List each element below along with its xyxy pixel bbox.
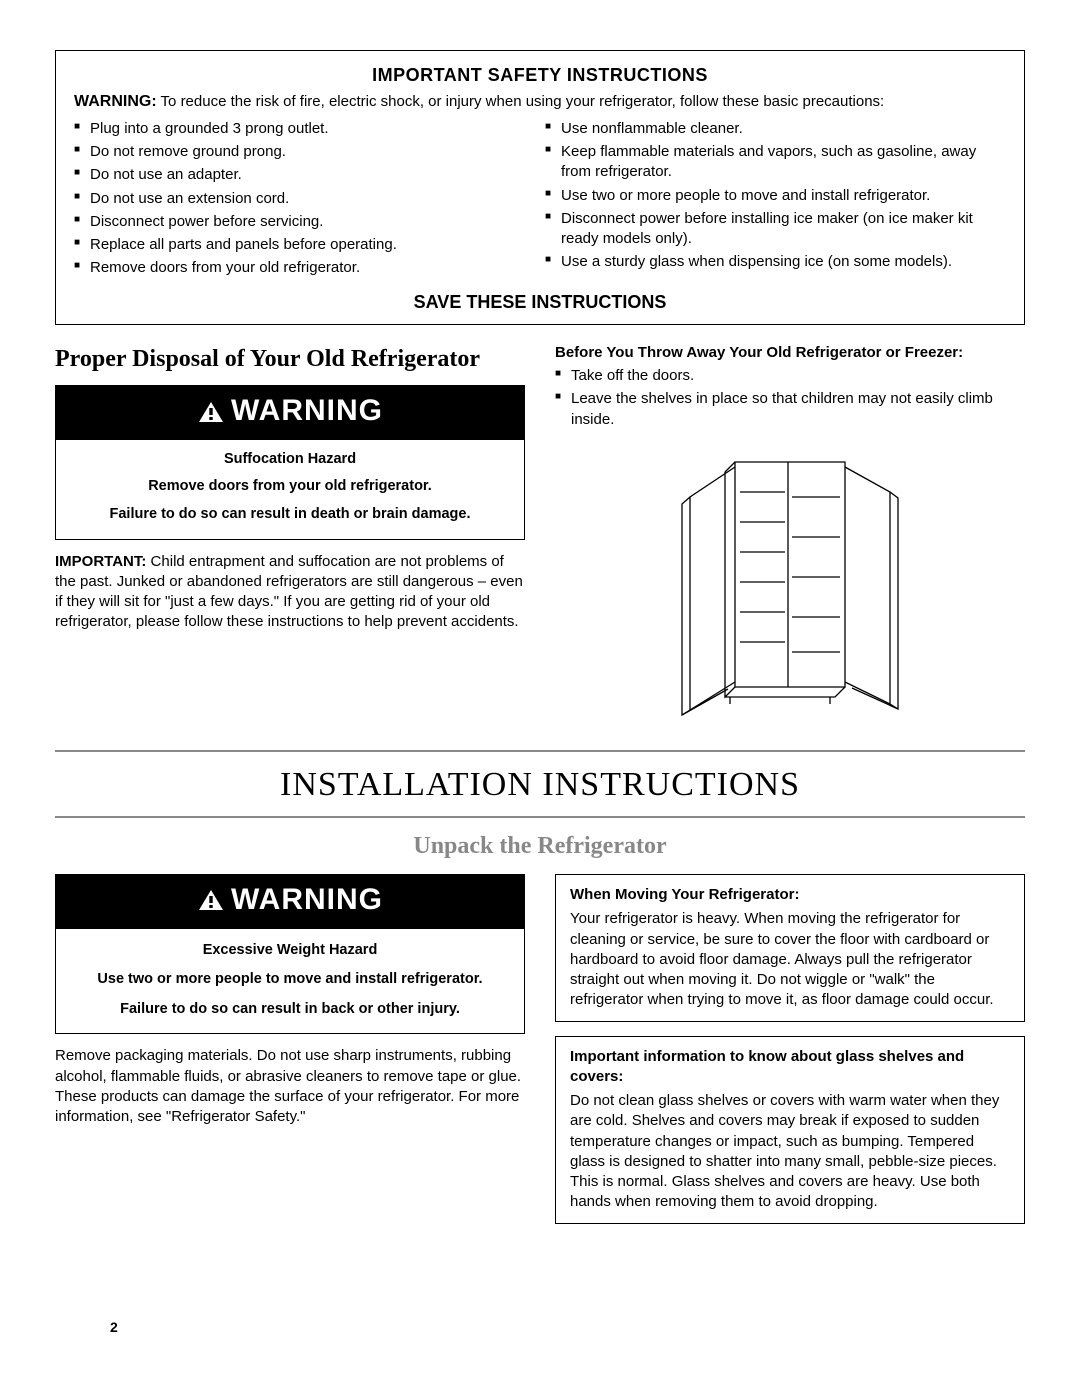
safety-lead: WARNING: To reduce the risk of fire, ele… (74, 91, 1006, 113)
unpack-section: WARNING Excessive Weight Hazard Use two … (55, 874, 1025, 1238)
list-item: Take off the doors. (555, 366, 1025, 386)
installation-title: INSTALLATION INSTRUCTIONS (55, 762, 1025, 808)
glass-heading: Important information to know about glas… (570, 1047, 1010, 1088)
list-item: Do not use an extension cord. (74, 189, 535, 209)
warning-banner-text: WARNING (231, 880, 383, 921)
safety-title: IMPORTANT SAFETY INSTRUCTIONS (74, 63, 1006, 87)
warning-lead-bold: WARNING: (74, 93, 157, 110)
excessive-title: Excessive Weight Hazard (70, 941, 510, 961)
save-instructions: SAVE THESE INSTRUCTIONS (74, 290, 1006, 314)
hazard-line1: Remove doors from your old refrigerator. (70, 477, 510, 497)
rule-top (55, 750, 1025, 752)
disposal-heading: Proper Disposal of Your Old Refrigerator (55, 343, 525, 375)
before-throw-away-heading: Before You Throw Away Your Old Refrigera… (555, 343, 1025, 363)
list-item: Keep flammable materials and vapors, suc… (545, 142, 1006, 183)
warning-banner-suffocation: WARNING (55, 385, 525, 440)
safety-list-right: Use nonflammable cleaner. Keep flammable … (545, 119, 1006, 273)
important-paragraph: IMPORTANT: Child entrapment and suffocat… (55, 552, 525, 633)
rule-bottom (55, 816, 1025, 818)
list-item: Disconnect power before installing ice m… (545, 209, 1006, 250)
warning-lead-text: To reduce the risk of fire, electric sho… (157, 93, 885, 110)
hazard-line2: Failure to do so can result in death or … (70, 505, 510, 525)
list-item: Disconnect power before servicing. (74, 212, 535, 232)
list-item: Replace all parts and panels before oper… (74, 235, 535, 255)
excessive-weight-box: Excessive Weight Hazard Use two or more … (55, 929, 525, 1035)
refrigerator-illustration (660, 442, 920, 722)
list-item: Do not use an adapter. (74, 165, 535, 185)
moving-refrigerator-box: When Moving Your Refrigerator: Your refr… (555, 874, 1025, 1022)
remove-packaging-text: Remove packaging materials. Do not use s… (55, 1046, 525, 1127)
page-number: 2 (110, 1318, 118, 1337)
list-item: Use a sturdy glass when dispensing ice (… (545, 252, 1006, 272)
warning-triangle-icon (197, 888, 225, 912)
excessive-line1: Use two or more people to move and insta… (70, 970, 510, 990)
before-list: Take off the doors. Leave the shelves in … (555, 366, 1025, 430)
safety-instructions-box: IMPORTANT SAFETY INSTRUCTIONS WARNING: T… (55, 50, 1025, 325)
glass-shelves-box: Important information to know about glas… (555, 1036, 1025, 1224)
moving-heading: When Moving Your Refrigerator: (570, 885, 1010, 905)
warning-banner-weight: WARNING (55, 874, 525, 929)
important-bold: IMPORTANT: (55, 553, 146, 570)
disposal-section: Proper Disposal of Your Old Refrigerator… (55, 343, 1025, 722)
list-item: Do not remove ground prong. (74, 142, 535, 162)
list-item: Use two or more people to move and insta… (545, 186, 1006, 206)
glass-body: Do not clean glass shelves or covers wit… (570, 1091, 1010, 1213)
suffocation-hazard-box: Suffocation Hazard Remove doors from you… (55, 440, 525, 540)
hazard-title: Suffocation Hazard (70, 450, 510, 470)
list-item: Plug into a grounded 3 prong outlet. (74, 119, 535, 139)
excessive-line2: Failure to do so can result in back or o… (70, 1000, 510, 1020)
list-item: Use nonflammable cleaner. (545, 119, 1006, 139)
safety-list-left: Plug into a grounded 3 prong outlet. Do n… (74, 119, 535, 279)
list-item: Leave the shelves in place so that child… (555, 389, 1025, 430)
warning-triangle-icon (197, 400, 225, 424)
moving-body: Your refrigerator is heavy. When moving … (570, 909, 1010, 1010)
unpack-heading: Unpack the Refrigerator (55, 830, 1025, 862)
list-item: Remove doors from your old refrigerator. (74, 258, 535, 278)
warning-banner-text: WARNING (231, 391, 383, 432)
